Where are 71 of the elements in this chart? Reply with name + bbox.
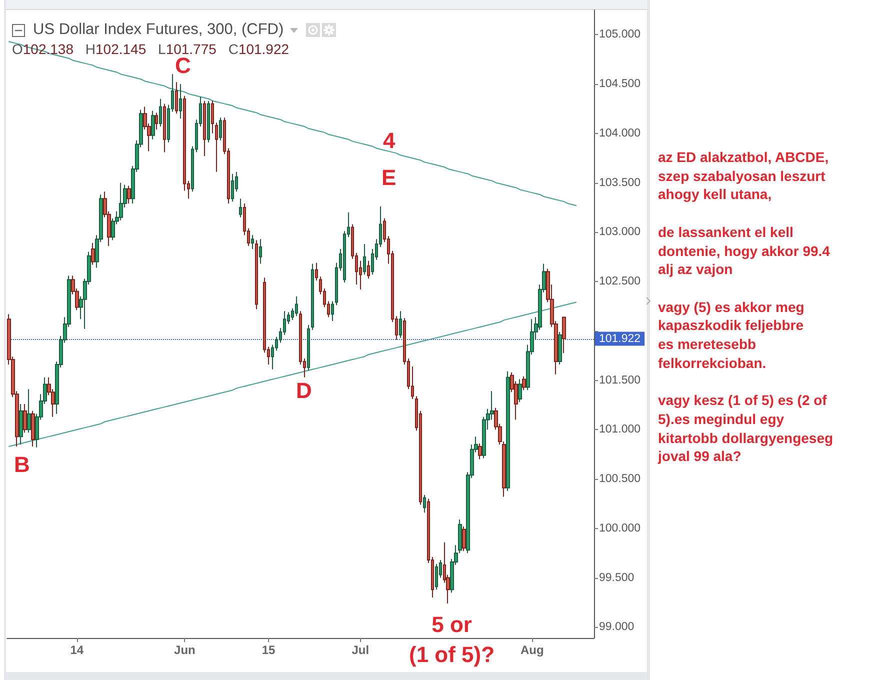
- line-series: [8, 302, 577, 447]
- y-tick-label: 103.000: [599, 226, 641, 238]
- x-tick-label: 14: [70, 643, 84, 657]
- candlestick: [363, 244, 366, 276]
- candlestick: [558, 331, 562, 365]
- candlestick: [159, 98, 162, 128]
- candlestick: [506, 370, 510, 492]
- candlestick: [311, 263, 314, 330]
- candlestick: [423, 494, 426, 514]
- candlestick: [331, 300, 334, 322]
- candlestick: [251, 234, 254, 250]
- candlestick: [259, 238, 262, 264]
- annotation: 5 or (1 of 5)?: [409, 612, 495, 667]
- y-tick-label: 105.000: [599, 28, 641, 41]
- y-tick-label: 100.000: [599, 522, 641, 534]
- candlestick: [91, 242, 95, 266]
- candlestick: [27, 388, 31, 434]
- candlestick: [163, 103, 166, 153]
- candlestick: [211, 100, 214, 134]
- candlestick: [478, 442, 482, 460]
- candlestick: [307, 324, 310, 371]
- candlestick: [522, 376, 526, 391]
- annotation: E: [382, 165, 396, 190]
- y-tick-label: 102.500: [599, 276, 641, 288]
- candlestick: [462, 526, 466, 552]
- candlestick: [127, 185, 131, 204]
- text: de lassankent el kell dontenie, hogy akkor 99.4 alj az vajon: [658, 222, 831, 279]
- candlestick: [295, 296, 298, 317]
- candlestick: [239, 198, 242, 218]
- annotation: D: [296, 378, 312, 403]
- x-tick-label: 15: [262, 643, 276, 657]
- ref-line-label: 101.922: [599, 332, 641, 345]
- candlestick: [175, 82, 178, 114]
- candlestick: [119, 182, 123, 221]
- candlestick: [151, 110, 155, 140]
- y-tick-label: 99.000: [599, 621, 634, 634]
- text: az ED alakzatbol, ABCDE, szep szabalyosan leszurt ahogy kell utana,: [658, 148, 830, 204]
- x-tick-label: Aug: [520, 643, 544, 657]
- candlestick: [315, 262, 318, 282]
- candlestick: [19, 403, 23, 445]
- y-tick-label: 99.500: [599, 572, 634, 584]
- y-tick-label: 100.500: [599, 473, 641, 486]
- text: vagy kesz (1 of 5) es (2 of 5).es megindul egy kitartobb dollargyengeseg joval 99 ala?: [658, 391, 834, 466]
- candlestick: [231, 173, 234, 202]
- candlestick: [23, 403, 27, 434]
- text: vagy (5) es akkor meg kapaszkodik feljebbre es meretesebb felkorrekcioban.: [658, 298, 806, 372]
- candlestick: [31, 410, 35, 447]
- candlestick: [518, 378, 522, 403]
- y-tick-label: 103.500: [599, 176, 641, 189]
- annotation: B: [14, 452, 30, 477]
- candlestick: [399, 310, 402, 338]
- candlestick: [435, 563, 438, 590]
- x-tick-label: Jul: [352, 643, 370, 657]
- annotation: C: [175, 53, 191, 78]
- y-tick-label: 101.000: [599, 424, 641, 436]
- candlestick: [179, 84, 182, 120]
- candlestick: [155, 112, 158, 130]
- candlestick: [255, 240, 258, 310]
- candlestick: [562, 316, 566, 354]
- y-tick-label: 101.500: [599, 374, 641, 386]
- line-series: [8, 41, 577, 206]
- y-tick-label: 104.500: [599, 78, 641, 90]
- y-tick-label: 104.000: [599, 127, 641, 140]
- candlestick: [215, 122, 218, 172]
- annotation: 4: [383, 128, 396, 153]
- x-tick-label: Jun: [174, 643, 196, 657]
- candlestick: [203, 100, 206, 157]
- candlestick: [207, 100, 210, 143]
- candlestick: [219, 117, 222, 141]
- text: US Dollar Index Futures, 300, (CFD): [33, 20, 284, 40]
- candlestick: [367, 260, 370, 280]
